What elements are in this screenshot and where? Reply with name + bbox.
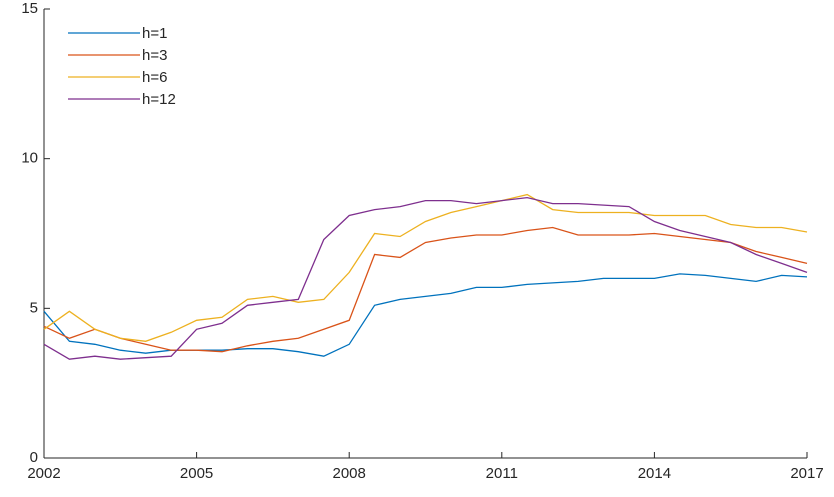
y-tick-label: 10: [21, 150, 38, 167]
series-line: [43, 196, 808, 360]
x-tick-label: 2017: [790, 465, 823, 482]
x-tick-label: 2008: [333, 465, 366, 482]
legend-label: h=12: [142, 91, 176, 108]
x-tick-label: 2014: [638, 465, 671, 482]
y-tick-label: 0: [30, 449, 38, 466]
x-tick-label: 2011: [486, 465, 518, 482]
legend-label: h=1: [142, 25, 167, 42]
series-line: [43, 226, 808, 353]
x-tick-label: 2005: [180, 465, 213, 482]
legend-label: h=3: [142, 47, 167, 64]
series-line: [43, 273, 808, 357]
y-tick-label: 15: [21, 0, 38, 17]
series-line: [43, 193, 808, 342]
legend-label: h=6: [142, 69, 167, 86]
y-tick-label: 5: [30, 299, 38, 316]
x-tick-label: 2002: [27, 465, 60, 482]
